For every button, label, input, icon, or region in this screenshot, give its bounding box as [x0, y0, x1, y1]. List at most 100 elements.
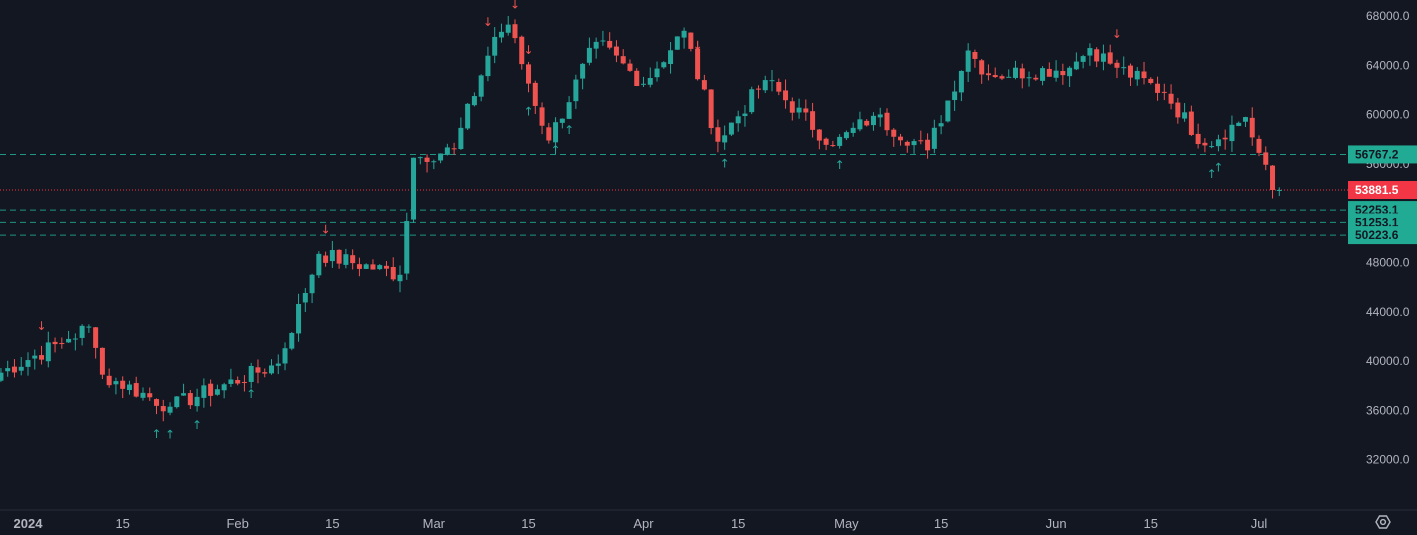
signal-down-arrow: ↓: [1112, 27, 1122, 41]
signal-down-arrow: ↓: [321, 222, 331, 236]
candle-body: [1182, 112, 1188, 119]
candle-body: [52, 341, 58, 345]
level-price-tag: 51253.1: [1355, 215, 1399, 229]
candle-body: [999, 76, 1005, 79]
time-tick-label: 2024: [14, 516, 44, 531]
candle-body: [383, 265, 389, 269]
candle-body: [45, 342, 51, 362]
candle-body: [634, 70, 640, 87]
candle-body: [1073, 61, 1079, 70]
gear-icon[interactable]: [1375, 515, 1391, 529]
candle-body: [891, 129, 897, 137]
candle-body: [370, 264, 376, 270]
candle-body: [1215, 139, 1221, 147]
candle-body: [275, 363, 281, 366]
candle-body: [438, 153, 444, 161]
candle-body: [356, 264, 362, 269]
candle-body: [701, 80, 707, 90]
candle-body: [323, 255, 329, 263]
candle-body: [309, 274, 315, 294]
candle-body: [627, 63, 633, 71]
candle-body: [181, 393, 187, 396]
candle-body: [546, 127, 552, 141]
time-axis[interactable]: 2024 15 Feb 15 Mar 15 Apr 15 May 15 Jun 15 Jul: [0, 509, 1417, 531]
candle-body: [343, 254, 349, 265]
candle-body: [59, 343, 65, 345]
candle-body: [25, 360, 31, 367]
candle-body: [316, 253, 322, 276]
signal-up-arrow: ↑: [1207, 167, 1217, 181]
time-tick-label: 15: [1144, 516, 1158, 531]
time-tick-label: 15: [934, 516, 948, 531]
time-tick-label: Feb: [226, 516, 248, 531]
candle-body: [668, 50, 674, 65]
time-tick-label: Apr: [633, 516, 654, 531]
candle-body: [431, 161, 437, 163]
candle-body: [208, 383, 214, 396]
time-tick-label: Jun: [1046, 516, 1067, 531]
candle-body: [735, 116, 741, 124]
candle-body: [1229, 124, 1235, 142]
price-tick-label: 48000.0: [1366, 256, 1410, 270]
candle-body: [350, 255, 356, 264]
candle-body: [1222, 137, 1228, 140]
candle-body: [742, 113, 748, 117]
candle-body: [1087, 48, 1093, 56]
candle-body: [837, 136, 843, 146]
candle-body: [1155, 83, 1161, 93]
candle-body: [965, 50, 971, 72]
candle-body: [72, 338, 78, 340]
candle-body: [1134, 70, 1140, 80]
candle-body: [681, 30, 687, 38]
candle-body: [248, 365, 254, 382]
candle-body: [1141, 71, 1147, 79]
candle-body: [1060, 71, 1066, 76]
candle-body: [783, 90, 789, 101]
candle-body: [120, 380, 126, 389]
candle-body: [958, 70, 964, 93]
price-tick-label: 40000.0: [1366, 354, 1410, 368]
level-price-tag: 50223.6: [1355, 228, 1399, 242]
candle-body: [553, 122, 559, 143]
candle-body: [918, 140, 924, 142]
candle-body: [1188, 111, 1194, 135]
time-tick-label: May: [834, 516, 859, 531]
candle-body: [296, 304, 302, 334]
candle-body: [559, 118, 565, 123]
candle-body: [93, 327, 99, 348]
candle-body: [755, 88, 761, 90]
current-price-tag-bg: [1348, 181, 1417, 200]
candle-body: [1046, 68, 1052, 77]
candle-body: [1263, 152, 1269, 165]
candle-body: [816, 129, 822, 141]
price-axis[interactable]: 68000.064000.060000.056000.052000.048000…: [1348, 0, 1417, 510]
candle-body: [86, 326, 92, 328]
candle-body: [911, 141, 917, 146]
candle-body: [925, 139, 931, 151]
candle-body: [952, 91, 958, 101]
time-tick-label: 15: [521, 516, 535, 531]
candle-body: [498, 31, 504, 38]
candle-body: [18, 366, 24, 371]
candle-body: [695, 48, 701, 80]
candle-body: [485, 55, 491, 77]
candle-body: [803, 108, 809, 113]
candle-body: [898, 136, 904, 141]
candle-body: [1249, 117, 1255, 138]
candle-body: [1161, 91, 1167, 93]
candle-body: [39, 355, 45, 360]
candle-body: [336, 249, 342, 264]
candle-body: [586, 47, 592, 63]
candle-body: [789, 101, 795, 113]
signal-up-arrow: ↑: [835, 158, 845, 172]
candle-body: [1006, 76, 1012, 78]
candle-body: [201, 385, 207, 398]
candle-body: [187, 393, 193, 406]
candle-body: [397, 274, 403, 282]
candle-body: [404, 221, 410, 274]
chart-settings-button[interactable]: [1375, 515, 1391, 529]
signal-up-arrow: ↑: [551, 143, 561, 157]
candle-body: [214, 389, 220, 395]
candle-body: [769, 80, 775, 82]
